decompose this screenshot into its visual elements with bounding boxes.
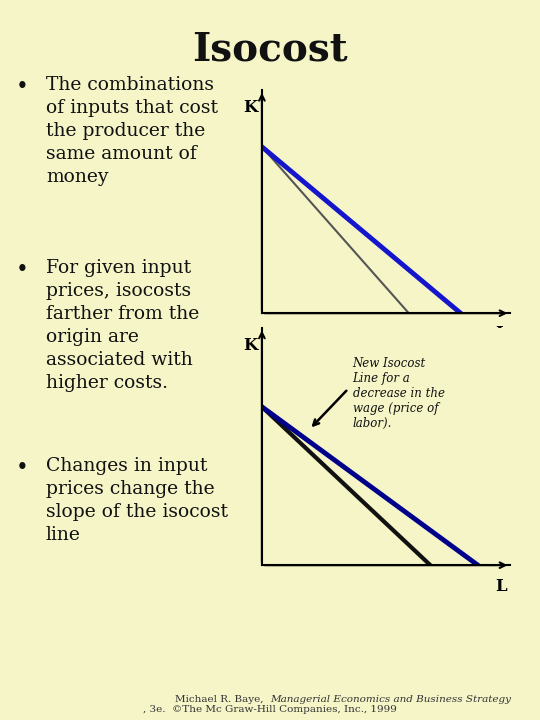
Text: farther from the: farther from the [46, 305, 199, 323]
Text: New Isocost
Line for a
decrease in the
wage (price of
labor).: New Isocost Line for a decrease in the w… [353, 357, 444, 430]
Text: L: L [495, 577, 507, 595]
Text: slope of the isocost: slope of the isocost [46, 503, 228, 521]
Text: Isocost: Isocost [192, 31, 348, 69]
Text: prices, isocosts: prices, isocosts [46, 282, 191, 300]
Text: associated with: associated with [46, 351, 193, 369]
Text: higher costs.: higher costs. [46, 374, 168, 392]
Text: of inputs that cost: of inputs that cost [46, 99, 218, 117]
Text: Managerial Economics and Business Strategy: Managerial Economics and Business Strate… [270, 696, 511, 704]
Text: , 3e.  ©The Mc Graw-Hill Companies, Inc., 1999: , 3e. ©The Mc Graw-Hill Companies, Inc.,… [143, 706, 397, 714]
Text: Michael R. Baye,: Michael R. Baye, [175, 696, 270, 704]
Text: •: • [16, 457, 29, 480]
Text: •: • [16, 259, 29, 282]
Text: The combinations: The combinations [46, 76, 214, 94]
Text: C: C [392, 333, 404, 348]
Text: the producer the: the producer the [46, 122, 205, 140]
Text: For given input: For given input [46, 259, 191, 277]
Text: K: K [243, 337, 257, 354]
Text: Changes in input: Changes in input [46, 457, 207, 475]
Text: same amount of: same amount of [46, 145, 197, 163]
Text: 0: 0 [402, 345, 409, 355]
Text: line: line [46, 526, 81, 544]
Text: C: C [444, 333, 456, 348]
Text: origin are: origin are [46, 328, 139, 346]
Text: 1: 1 [454, 345, 461, 355]
Text: prices change the: prices change the [46, 480, 214, 498]
Text: •: • [16, 76, 29, 98]
Text: K: K [243, 99, 257, 116]
Text: money: money [46, 168, 109, 186]
Text: L: L [495, 325, 507, 343]
